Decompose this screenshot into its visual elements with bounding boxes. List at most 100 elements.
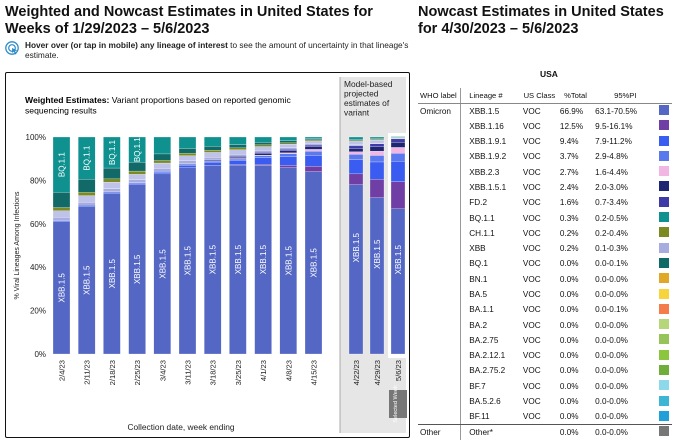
bar-segment-xbb-1-5-1[interactable] [369, 146, 385, 152]
bar-segment-xbb-1-5-1[interactable] [279, 150, 297, 153]
bar-segment-xbb-1-5-1[interactable] [229, 157, 247, 159]
table-row[interactable]: BF.11 VOC 0.0% 0.0-0.0% [418, 409, 672, 426]
bar-segment-bq-1-1[interactable] [348, 136, 364, 140]
bar-segment-other[interactable] [153, 162, 171, 169]
bar-segment-xbb[interactable] [128, 179, 146, 183]
bar-segment-xbb[interactable] [279, 147, 297, 150]
bar-segment-bq-1-1[interactable] [103, 136, 121, 169]
bar-segment-xbb-1-9-1[interactable] [348, 159, 364, 175]
bar-segment-ch-1-1[interactable] [178, 153, 197, 156]
bar-segment-bq-1-1[interactable] [128, 136, 146, 163]
bar-segment-xbb-2-3[interactable] [390, 147, 406, 154]
bar-segment-xbb-1-5[interactable] [369, 197, 385, 355]
bar-segment-ch-1-1[interactable] [348, 140, 364, 142]
bar-segment-xbb[interactable] [153, 168, 171, 172]
bar-segment-fd-2[interactable] [369, 143, 385, 147]
bar-segment-bq-1-1[interactable] [279, 136, 297, 141]
table-row[interactable]: BQ.1 VOC 0.0% 0.0-0.1% [418, 256, 672, 272]
bar-segment-xbb-1-9-1[interactable] [128, 183, 146, 185]
bar-segment-other[interactable] [254, 146, 272, 151]
table-row[interactable]: BN.1 VOC 0.0% 0.0-0.0% [418, 271, 672, 287]
bar-segment-ch-1-1[interactable] [279, 142, 297, 145]
bar-segment-xbb[interactable] [52, 217, 71, 221]
bar-segment-xbb-1-5-1[interactable] [390, 142, 406, 148]
table-row[interactable]: BA.2.75.2 VOC 0.0% 0.0-0.0% [418, 363, 672, 379]
table-row[interactable]: BA.2.12.1 VOC 0.0% 0.0-0.0% [418, 348, 672, 364]
table-row[interactable]: BA.5 VOC 0.0% 0.0-0.0% [418, 286, 672, 303]
bar-segment-fd-2[interactable] [390, 138, 406, 143]
table-row[interactable]: XBB.1.9.2 VOC 3.7% 2.9-4.8% [418, 149, 672, 165]
bar-segment-ch-1-1[interactable] [304, 139, 323, 142]
bar-segment-xbb[interactable] [78, 201, 96, 206]
bar-segment-xbb-1-9-1[interactable] [254, 157, 272, 165]
bar-segment-xbb-1-16[interactable] [369, 179, 385, 198]
bar-segment-other[interactable] [304, 140, 323, 144]
bar-segment-fd-2[interactable] [254, 152, 272, 154]
bar-segment-bq-1-1[interactable] [369, 136, 385, 139]
bar-segment-xbb-1-16[interactable] [279, 165, 297, 168]
bar-segment-ch-1-1[interactable] [128, 170, 146, 175]
bar-segment-xbb-1-9-1[interactable] [390, 161, 406, 182]
table-row[interactable]: Omicron XBB.1.5 VOC 66.9% 63.1-70.5% [418, 103, 672, 119]
bar-segment-bq-1[interactable] [78, 179, 96, 193]
bar-segment-other[interactable] [128, 174, 146, 180]
bar-segment-xbb-1-9-2[interactable] [304, 150, 323, 156]
bar-segment-bq-1[interactable] [153, 153, 171, 161]
bar-segment-ch-1-1[interactable] [52, 207, 71, 211]
bar-segment-other[interactable] [204, 152, 222, 158]
bar-segment-other[interactable] [52, 210, 71, 218]
bar-segment-bq-1-1[interactable] [304, 136, 323, 139]
table-row[interactable]: XBB VOC 0.2% 0.1-0.3% [418, 240, 672, 257]
bar-segment-bq-1-1[interactable] [52, 136, 71, 193]
bar-segment-bq-1[interactable] [279, 140, 297, 143]
bar-segment-bq-1-1[interactable] [178, 136, 197, 149]
bar-segment-other[interactable] [279, 144, 297, 148]
table-row[interactable]: BQ.1.1 VOC 0.3% 0.2-0.5% [418, 210, 672, 226]
bar-segment-bq-1[interactable] [103, 167, 121, 180]
bar-segment-bq-1-1[interactable] [254, 136, 272, 143]
bar-segment-xbb-2-3[interactable] [304, 149, 323, 152]
bar-segment-bq-1[interactable] [304, 138, 323, 140]
bar-segment-xbb[interactable] [348, 144, 364, 147]
bar-segment-xbb-2-3[interactable] [369, 150, 385, 156]
bar-segment-bq-1[interactable] [229, 144, 247, 148]
bar-segment-xbb[interactable] [229, 154, 247, 157]
table-row[interactable]: BF.7 VOC 0.0% 0.0-0.0% [418, 378, 672, 394]
bar-segment-xbb-1-9-1[interactable] [304, 155, 323, 167]
bar-segment-bq-1[interactable] [128, 162, 146, 172]
bar-segment-other[interactable] [229, 149, 247, 155]
bar-segment-xbb-1-5[interactable] [348, 184, 364, 355]
bar-segment-ch-1-1[interactable] [229, 147, 247, 150]
table-row[interactable]: FD.2 VOC 1.6% 0.7-3.4% [418, 195, 672, 211]
bar-segment-xbb-1-16[interactable] [348, 173, 364, 185]
bar-segment-xbb-1-9-1[interactable] [204, 162, 222, 166]
table-row[interactable]: XBB.2.3 VOC 2.7% 1.6-4.4% [418, 164, 672, 180]
bar-segment-xbb-1-9-2[interactable] [204, 160, 222, 163]
bar-segment-bq-1-1[interactable] [153, 136, 171, 155]
bar-segment-xbb-1-5-1[interactable] [254, 153, 272, 156]
bar-segment-xbb-1-9-2[interactable] [153, 171, 171, 173]
bar-segment-bq-1[interactable] [204, 146, 222, 151]
bar-segment-fd-2[interactable] [304, 144, 323, 147]
bar-segment-bq-1[interactable] [348, 139, 364, 141]
bar-segment-xbb-1-9-2[interactable] [254, 155, 272, 158]
bar-segment-ch-1-1[interactable] [78, 192, 96, 196]
bar-segment-xbb-1-9-1[interactable] [178, 165, 197, 168]
bar-segment-xbb[interactable] [103, 188, 121, 193]
bar-segment-xbb-1-9-1[interactable] [78, 205, 96, 207]
bar-segment-xbb-2-3[interactable] [348, 151, 364, 155]
bar-segment-fd-2[interactable] [279, 149, 297, 151]
table-row[interactable]: XBB.1.16 VOC 12.5% 9.5-16.1% [418, 118, 672, 134]
bar-segment-other[interactable] [78, 195, 96, 203]
bar-segment-bq-1[interactable] [254, 142, 272, 145]
bar-segment-xbb-1-16[interactable] [304, 166, 323, 172]
bar-segment-xbb-1-9-1[interactable] [369, 161, 385, 180]
bar-segment-bq-1-1[interactable] [390, 136, 406, 138]
bar-segment-bq-1-1[interactable] [229, 136, 247, 145]
table-row[interactable]: BA.2 VOC 0.0% 0.0-0.0% [418, 317, 672, 333]
bar-segment-xbb-1-9-2[interactable] [369, 155, 385, 163]
bar-segment-xbb[interactable] [204, 157, 222, 160]
bar-segment-other[interactable] [369, 139, 385, 144]
bar-segment-ch-1-1[interactable] [153, 160, 171, 164]
bar-segment-xbb-1-9-1[interactable] [153, 172, 171, 175]
